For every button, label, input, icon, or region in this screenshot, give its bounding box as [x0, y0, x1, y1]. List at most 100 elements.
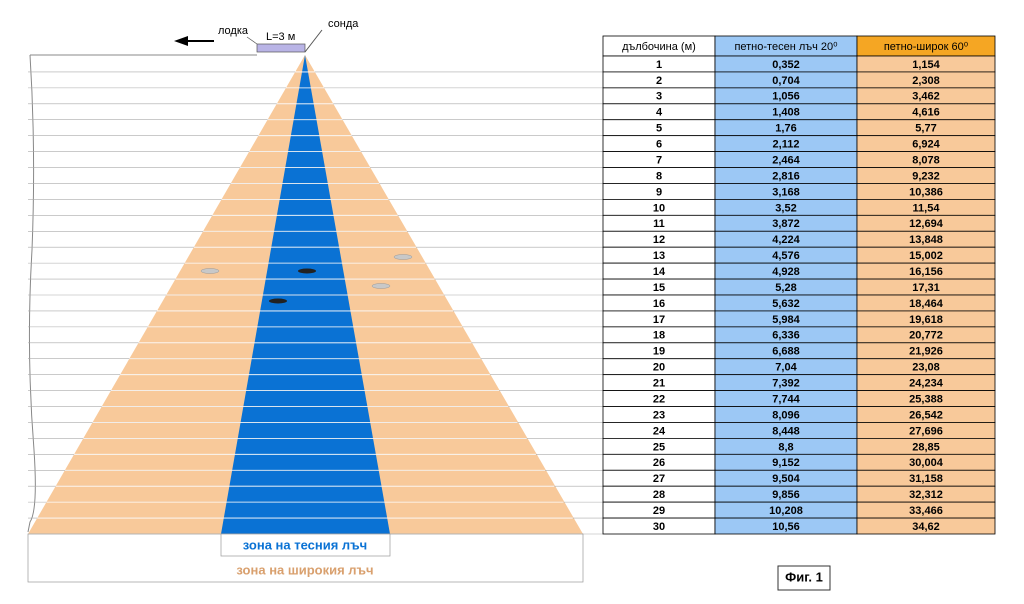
cell-text: 31,158 — [909, 473, 943, 485]
cell-text: 1,056 — [772, 91, 800, 103]
cell-text: 2,464 — [772, 154, 800, 166]
cell-text: 6,924 — [912, 139, 940, 151]
cell-text: 4,576 — [772, 250, 800, 262]
cell-text: 28 — [653, 489, 665, 501]
cell-text: 15 — [653, 282, 665, 294]
figure-box — [777, 565, 831, 591]
cell-text: 6,336 — [772, 330, 800, 342]
cell-text: 0,704 — [772, 75, 800, 87]
cell-text: 3 — [656, 91, 662, 103]
cell-text: 11,54 — [913, 202, 941, 214]
fish — [371, 283, 391, 289]
cell-text: 18 — [653, 330, 665, 342]
cell-text: 24,234 — [909, 378, 944, 390]
cell-text: 9,152 — [772, 457, 800, 469]
cell-text: 6,688 — [772, 346, 800, 358]
depth-lines — [28, 71, 603, 535]
cell-text: 9,856 — [772, 489, 800, 501]
cell-text: 5 — [656, 123, 662, 135]
cell-text: 8 — [656, 170, 662, 182]
boat-label: лодка — [218, 25, 249, 37]
cell-text: 11 — [653, 218, 665, 230]
narrow-zone-box — [220, 533, 391, 557]
cell-text: 1,76 — [775, 123, 796, 135]
water-edge — [27, 54, 36, 533]
cell-text: 5,984 — [772, 314, 800, 326]
cell-text: 13 — [653, 250, 665, 262]
cell-text: 0,352 — [772, 59, 800, 71]
cell-text: 16,156 — [909, 266, 943, 278]
cell-text: 16 — [653, 298, 665, 310]
cell-text: 5,632 — [772, 298, 800, 310]
cell-text: 10,208 — [769, 505, 803, 517]
cell-text: 20,772 — [909, 330, 943, 342]
cell-text: 10 — [653, 202, 665, 214]
cell-text: 2,816 — [772, 170, 800, 182]
cell-text: 7,744 — [772, 393, 800, 405]
cell-text: 6 — [656, 139, 662, 151]
cell-text: 23,08 — [912, 362, 940, 374]
cell-text: 27,696 — [909, 425, 943, 437]
cell-text: 26,542 — [909, 409, 943, 421]
cell-text: 8,078 — [912, 154, 940, 166]
cell-text: 4,928 — [772, 266, 800, 278]
cell-text: 19,618 — [909, 314, 943, 326]
cell-text: 9,504 — [772, 473, 800, 485]
cell-text: 9 — [656, 186, 662, 198]
cell-text: 19 — [653, 346, 665, 358]
arrow-head — [174, 36, 188, 46]
length-label: L=3 м — [266, 31, 295, 43]
probe-label: сонда — [328, 18, 359, 30]
cell-text: 18,464 — [909, 298, 944, 310]
narrow-beam — [221, 55, 390, 534]
cell-text: 3,872 — [772, 218, 800, 230]
cell-text: 1,408 — [772, 107, 800, 119]
cell-text: 21,926 — [909, 346, 943, 358]
cell-text: 22 — [653, 393, 665, 405]
probe-pointer — [304, 29, 323, 53]
narrow-zone-label: зона на тесния лъч — [243, 537, 367, 552]
cell-text: 7,04 — [775, 362, 797, 374]
cell-text: 8,448 — [772, 425, 800, 437]
cell-text: 7 — [656, 154, 662, 166]
fish — [298, 268, 316, 274]
cell-text: 7,392 — [772, 378, 800, 390]
boat — [256, 43, 306, 53]
cell-text: 4 — [656, 107, 663, 119]
cell-text: 3,168 — [772, 186, 800, 198]
cell-text: 4,616 — [912, 107, 940, 119]
cell-text: 28,85 — [912, 441, 940, 453]
cell-text: 24 — [653, 425, 666, 437]
cell-text: 17,31 — [912, 282, 940, 294]
cell-text: 32,312 — [909, 489, 943, 501]
cell-text: 5,28 — [775, 282, 796, 294]
header-text: петно-широк 60⁰ — [884, 41, 969, 53]
cell-text: 1,154 — [912, 59, 940, 71]
cell-text: 33,466 — [909, 505, 943, 517]
cell-text: 10,386 — [909, 186, 943, 198]
cell-text: 20 — [653, 362, 665, 374]
header-text: дълбочина (м) — [622, 41, 696, 53]
table: дълбочина (м) петно-тесен лъч 20⁰ петно-ши… — [602, 35, 996, 535]
cell-text: 17 — [653, 314, 665, 326]
fish — [200, 268, 220, 274]
cell-text: 30 — [653, 521, 665, 533]
cell-text: 9,232 — [912, 170, 940, 182]
cell-text: 26 — [653, 457, 665, 469]
cell-text: 34,62 — [912, 521, 940, 533]
cell-text: 2,112 — [773, 139, 800, 151]
cell-text: 27 — [653, 473, 665, 485]
cell-text: 12 — [653, 234, 665, 246]
wide-zone-label: зона на широкия лъч — [236, 562, 373, 577]
figure-label: Фиг. 1 — [785, 569, 823, 584]
fish — [269, 298, 287, 304]
cell-text: 23 — [653, 409, 665, 421]
cell-text: 13,848 — [909, 234, 943, 246]
cell-text: 25,388 — [909, 393, 943, 405]
cell-text: 8,096 — [772, 409, 800, 421]
boat-pointer — [246, 36, 258, 45]
cell-text: 4,224 — [772, 234, 800, 246]
cell-text: 29 — [653, 505, 665, 517]
header-text: петно-тесен лъч 20⁰ — [734, 41, 838, 53]
